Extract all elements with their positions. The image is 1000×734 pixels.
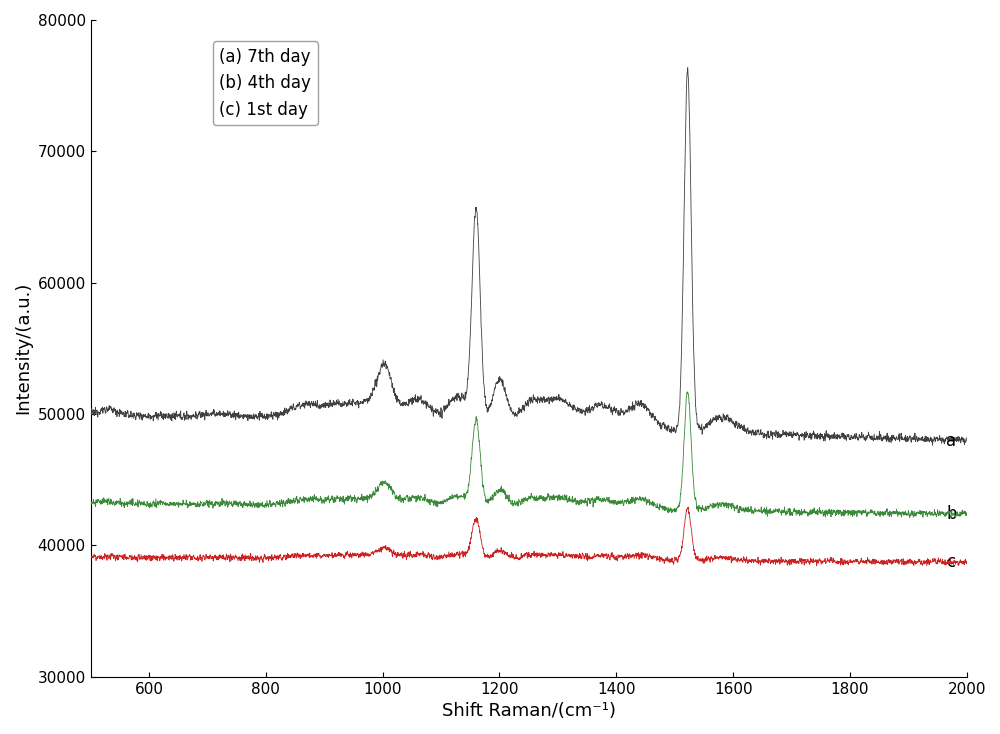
Text: b: b: [946, 505, 957, 523]
X-axis label: Shift Raman/(cm⁻¹): Shift Raman/(cm⁻¹): [442, 702, 616, 720]
Y-axis label: Intensity/(a.u.): Intensity/(a.u.): [14, 282, 32, 415]
Text: c: c: [946, 553, 956, 572]
Legend: (a) 7th day, (b) 4th day, (c) 1st day: (a) 7th day, (b) 4th day, (c) 1st day: [213, 41, 318, 126]
Text: a: a: [946, 432, 957, 450]
